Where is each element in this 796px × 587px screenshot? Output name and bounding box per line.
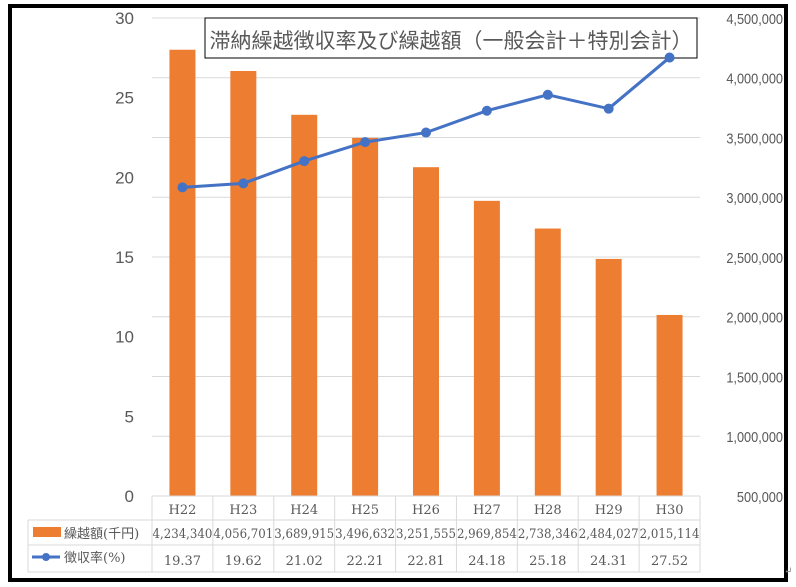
category-label: H22 bbox=[168, 503, 196, 518]
amount-label: 2,484,027 bbox=[579, 527, 639, 542]
rate-point-H24 bbox=[299, 156, 310, 167]
chart-title: 滞納繰越徴収率及び繰越額（一般会計＋特別会計） bbox=[210, 29, 693, 53]
bar-H26 bbox=[413, 167, 439, 496]
category-label: H28 bbox=[534, 503, 562, 518]
rate-point-H25 bbox=[360, 137, 371, 148]
left-axis-tick: 5 bbox=[125, 407, 134, 426]
rate-label: 25.18 bbox=[529, 554, 566, 569]
right-axis-tick: 500,000 bbox=[737, 488, 783, 505]
legend-bar-swatch bbox=[33, 527, 61, 537]
category-label: H26 bbox=[412, 503, 440, 518]
amount-label: 3,496,632 bbox=[335, 527, 395, 542]
category-label: H25 bbox=[351, 503, 379, 518]
right-axis-tick: 1,000,000 bbox=[726, 428, 783, 445]
rate-label: 19.62 bbox=[225, 554, 262, 569]
return-mark: ↵ bbox=[784, 566, 793, 577]
rate-point-H27 bbox=[481, 105, 492, 116]
amount-label: 3,689,915 bbox=[274, 527, 334, 542]
title-box bbox=[204, 17, 698, 59]
rate-point-H26 bbox=[421, 127, 431, 138]
amount-label: 3,251,555 bbox=[396, 527, 456, 542]
rate-label: 19.37 bbox=[164, 554, 201, 569]
left-axis-tick: 0 bbox=[125, 487, 134, 506]
bar-H30 bbox=[656, 314, 683, 496]
right-axis-tick: 4,000,000 bbox=[726, 70, 783, 87]
rate-label: 22.81 bbox=[407, 554, 444, 569]
left-axis-tick: 10 bbox=[115, 328, 134, 347]
rate-label: 27.52 bbox=[651, 554, 688, 569]
bar-H29 bbox=[595, 258, 622, 496]
left-axis-tick: 20 bbox=[115, 168, 134, 187]
amount-label: 4,234,340 bbox=[153, 527, 213, 542]
rate-point-last bbox=[664, 52, 675, 63]
amount-label: 4,056,701 bbox=[213, 527, 273, 542]
right-axis-tick: 2,000,000 bbox=[726, 309, 783, 326]
left-axis-tick: 25 bbox=[115, 89, 134, 108]
rate-point-H28 bbox=[542, 89, 553, 100]
amount-label: 2,969,854 bbox=[457, 527, 517, 542]
category-label: H24 bbox=[290, 503, 318, 518]
bar-H25 bbox=[352, 137, 379, 497]
rate-point-H23 bbox=[238, 178, 249, 189]
rate-label: 22.21 bbox=[347, 554, 384, 569]
bar-H22 bbox=[169, 49, 196, 496]
category-label: H27 bbox=[473, 503, 501, 518]
legend-rate: 徴収率(%) bbox=[64, 550, 126, 566]
rate-label: 21.02 bbox=[286, 554, 323, 569]
right-axis-tick: 3,500,000 bbox=[726, 129, 783, 146]
category-label: H30 bbox=[656, 503, 684, 518]
bar-H24 bbox=[291, 114, 318, 496]
rate-line-segment bbox=[607, 56, 671, 110]
right-axis-tick: 3,000,000 bbox=[726, 189, 783, 206]
category-label: H23 bbox=[229, 503, 257, 518]
legend-amount: 繰越額(千円) bbox=[64, 527, 139, 542]
category-label: H29 bbox=[595, 503, 623, 518]
rate-label: 24.31 bbox=[590, 554, 627, 569]
right-axis-tick: 1,500,000 bbox=[726, 368, 783, 385]
amount-label: 2,738,346 bbox=[518, 527, 578, 542]
bar-H23 bbox=[230, 70, 257, 496]
rate-label: 24.18 bbox=[468, 554, 505, 569]
amount-label: 2,015,114 bbox=[640, 527, 700, 542]
right-axis-tick: 2,500,000 bbox=[726, 249, 783, 266]
legend-line-marker bbox=[42, 553, 50, 561]
rate-point-H22 bbox=[177, 182, 188, 193]
left-axis-tick: 30 bbox=[115, 9, 134, 28]
bar-H28 bbox=[534, 228, 561, 497]
right-axis-tick: 4,500,000 bbox=[726, 10, 783, 27]
left-axis-tick: 15 bbox=[115, 248, 134, 267]
bar-H27 bbox=[473, 200, 500, 496]
